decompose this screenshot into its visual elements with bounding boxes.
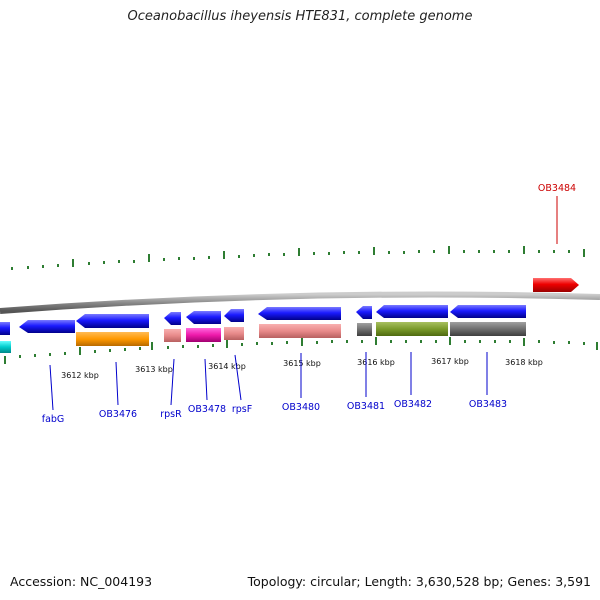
topology-text: Topology: circular; Length: 3,630,528 bp… bbox=[247, 574, 591, 589]
outer-tick-track bbox=[11, 246, 585, 270]
cog-bar-ob3480 bbox=[259, 324, 341, 338]
cog-bar-cyan bbox=[0, 341, 11, 353]
cog-bar-ob3476 bbox=[76, 332, 149, 346]
gene-label-fabg[interactable]: fabG bbox=[42, 414, 65, 425]
kbp-label-3615: 3615 kbp bbox=[283, 359, 321, 368]
gene-label-ob3480[interactable]: OB3480 bbox=[282, 402, 320, 413]
gene-ob3483-arrow[interactable] bbox=[450, 305, 526, 318]
gene-leader-lines bbox=[49, 352, 488, 411]
cog-bar-rpsr bbox=[164, 329, 181, 342]
gene-rpsf-arrow[interactable] bbox=[224, 309, 244, 322]
genome-title: Oceanobacillus iheyensis HTE831, complet… bbox=[127, 9, 473, 24]
gene-partial-left-arrow[interactable] bbox=[0, 322, 10, 335]
cog-bar-ob3481 bbox=[357, 323, 372, 336]
kbp-label-3613: 3613 kbp bbox=[135, 365, 173, 374]
gene-ob3482-arrow[interactable] bbox=[376, 305, 448, 318]
kbp-label-3616: 3616 kbp bbox=[357, 358, 395, 367]
inner-tick-track bbox=[4, 337, 598, 364]
gene-rpsr-arrow[interactable] bbox=[164, 312, 181, 325]
gene-fabg-arrow[interactable] bbox=[19, 320, 75, 333]
cog-bar-ob3483 bbox=[450, 322, 526, 336]
gene-ob3480-arrow[interactable] bbox=[258, 307, 341, 320]
kbp-label-3618: 3618 kbp bbox=[505, 358, 543, 367]
gene-label-rpsr[interactable]: rpsR bbox=[160, 409, 182, 420]
gene-ob3476-arrow[interactable] bbox=[76, 314, 149, 328]
cog-bar-ob3478 bbox=[186, 328, 221, 342]
gene-ob3481-arrow[interactable] bbox=[356, 306, 372, 319]
gene-label-ob3483[interactable]: OB3483 bbox=[469, 399, 507, 410]
reverse-strand-genes bbox=[0, 305, 526, 335]
cog-bar-ob3482 bbox=[376, 322, 448, 336]
kbp-label-3614: 3614 kbp bbox=[208, 362, 246, 371]
gene-ob3478-arrow[interactable] bbox=[186, 311, 221, 324]
gene-label-ob3484[interactable]: OB3484 bbox=[538, 183, 576, 194]
gene-label-ob3481[interactable]: OB3481 bbox=[347, 401, 385, 412]
gene-ob3484-arrow[interactable] bbox=[533, 278, 579, 292]
cog-bar-rpsf bbox=[224, 327, 244, 340]
genome-backbone bbox=[0, 291, 600, 314]
gene-label-ob3482[interactable]: OB3482 bbox=[394, 399, 432, 410]
gene-label-ob3476[interactable]: OB3476 bbox=[99, 409, 137, 420]
category-bars bbox=[0, 322, 526, 353]
kbp-label-3612: 3612 kbp bbox=[61, 371, 99, 380]
accession-text: Accession: NC_004193 bbox=[10, 574, 153, 589]
kbp-label-3617: 3617 kbp bbox=[431, 357, 469, 366]
gene-label-ob3478[interactable]: OB3478 bbox=[188, 404, 226, 415]
gene-label-rpsf[interactable]: rpsF bbox=[232, 404, 252, 415]
